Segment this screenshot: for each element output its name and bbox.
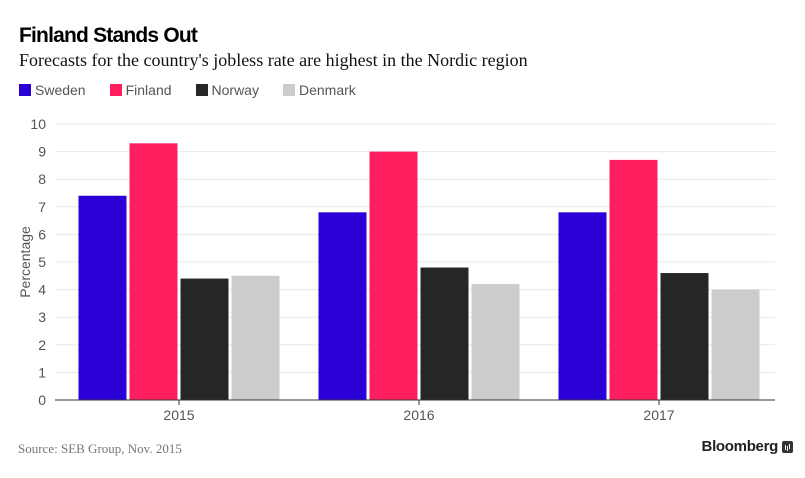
- legend-swatch-finland: [109, 84, 122, 96]
- legend: Sweden Finland Norway Denmark: [19, 82, 380, 98]
- y-tick-label: 0: [38, 392, 46, 408]
- legend-label-sweden: Sweden: [35, 82, 86, 98]
- x-tick-label: 2017: [643, 407, 674, 423]
- chart-title: Finland Stands Out: [19, 24, 198, 47]
- legend-item-sweden: Sweden: [19, 82, 86, 98]
- y-tick-label: 10: [30, 116, 46, 132]
- y-tick-label: 9: [38, 144, 46, 160]
- legend-swatch-denmark: [282, 84, 295, 96]
- x-tick-label: 2016: [403, 407, 434, 423]
- bar-sweden-2017: [558, 212, 607, 400]
- bar-finland-2016: [369, 151, 418, 400]
- legend-item-norway: Norway: [195, 82, 259, 98]
- legend-item-denmark: Denmark: [282, 82, 356, 98]
- y-axis-label: Percentage: [17, 226, 33, 298]
- y-axis-ticks: 0 1 2 3 4 5 6 7 8 9 10: [30, 116, 46, 408]
- source-note: Source: SEB Group, Nov. 2015: [18, 441, 182, 456]
- chart-subtitle: Forecasts for the country's jobless rate…: [19, 50, 528, 70]
- brand-logo: Bloomberg: [702, 438, 793, 455]
- bar-sweden-2016: [318, 212, 367, 400]
- y-tick-label: 8: [38, 171, 46, 187]
- legend-swatch-norway: [195, 84, 208, 96]
- y-tick-label: 4: [38, 282, 46, 298]
- bar-denmark-2017: [711, 289, 760, 400]
- y-tick-label: 2: [38, 337, 46, 353]
- legend-label-denmark: Denmark: [298, 82, 356, 98]
- legend-item-finland: Finland: [109, 82, 172, 98]
- y-tick-label: 5: [38, 254, 46, 270]
- bar-denmark-2016: [471, 284, 520, 400]
- bloomberg-chart-icon: [782, 440, 793, 453]
- bar-denmark-2015: [231, 275, 280, 400]
- y-tick-label: 1: [38, 364, 46, 380]
- legend-label-finland: Finland: [125, 82, 172, 98]
- bar-finland-2015: [129, 143, 178, 400]
- legend-label-norway: Norway: [211, 82, 259, 98]
- x-tick-label: 2015: [163, 407, 194, 423]
- brand-name: Bloomberg: [701, 438, 779, 455]
- x-axis: 2015 2016 2017: [55, 399, 775, 423]
- legend-swatch-sweden: [19, 84, 31, 96]
- bar-norway-2016: [420, 267, 469, 400]
- bar-norway-2015: [180, 278, 229, 400]
- y-tick-label: 6: [38, 226, 46, 242]
- y-tick-label: 3: [38, 309, 46, 325]
- bar-finland-2017: [609, 159, 658, 400]
- y-tick-label: 7: [38, 199, 46, 215]
- bar-norway-2017: [660, 273, 709, 400]
- bars: [78, 143, 760, 400]
- bar-sweden-2015: [78, 195, 127, 400]
